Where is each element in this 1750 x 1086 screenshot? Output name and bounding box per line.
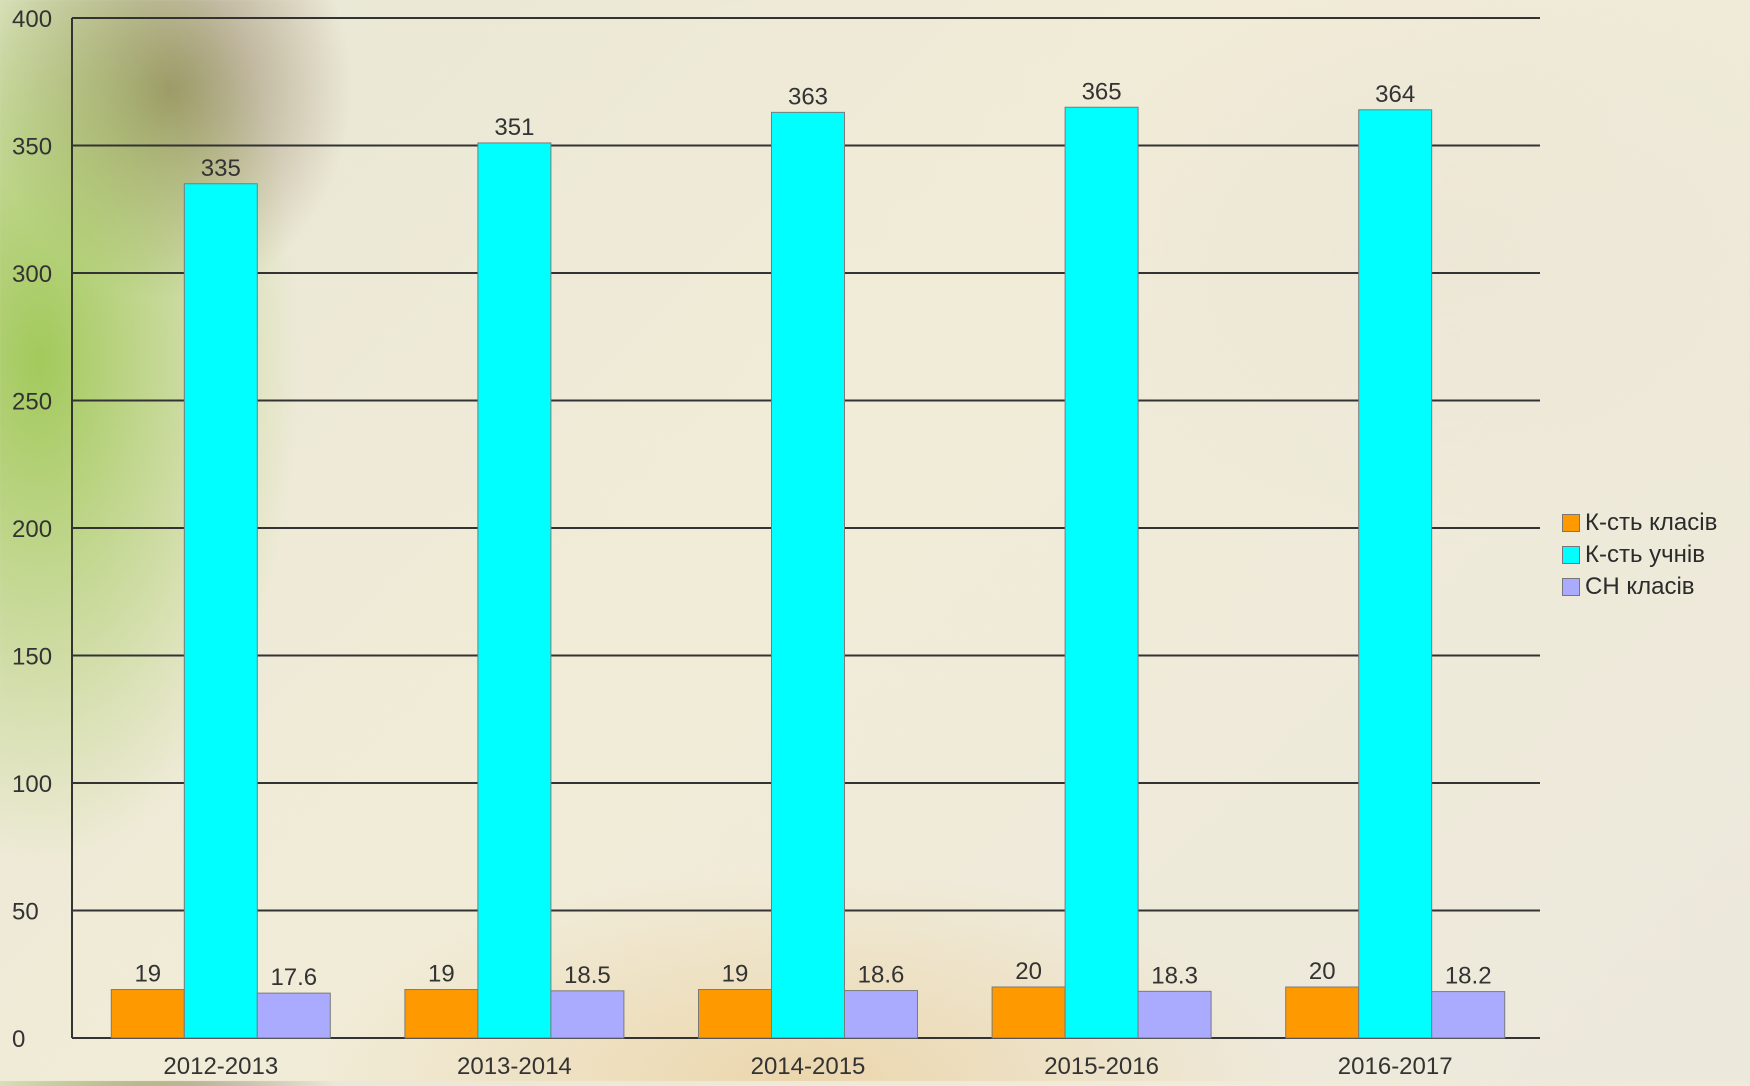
legend-label: К-сть учнів bbox=[1585, 541, 1705, 568]
data-label: 18.6 bbox=[858, 962, 905, 989]
data-label: 20 bbox=[1309, 958, 1336, 985]
legend-label: СН класів bbox=[1585, 573, 1695, 600]
bar bbox=[1137, 990, 1212, 1039]
bar bbox=[110, 989, 185, 1039]
legend-label: К-сть класів bbox=[1585, 509, 1718, 536]
bar bbox=[1285, 986, 1360, 1039]
y-axis-ticks: 0 50 100 150 200 250 300 350 400 bbox=[12, 6, 52, 1053]
data-label: 19 bbox=[134, 961, 161, 988]
legend-item: К-сть учнів bbox=[1562, 539, 1717, 571]
bar bbox=[404, 989, 479, 1039]
y-tick-label: 200 bbox=[12, 516, 52, 543]
data-label: 364 bbox=[1375, 81, 1415, 108]
y-tick-label: 400 bbox=[12, 6, 52, 33]
bar bbox=[256, 992, 331, 1039]
y-tick-label: 0 bbox=[12, 1026, 25, 1053]
bar bbox=[698, 989, 772, 1039]
legend-swatch bbox=[1562, 514, 1580, 532]
bar bbox=[550, 990, 625, 1039]
x-tick-label: 2014-2015 bbox=[751, 1053, 866, 1080]
x-axis-ticks: 2012-2013 2013-2014 2014-2015 2015-2016 2016… bbox=[163, 1053, 1452, 1080]
x-tick-label: 2016-2017 bbox=[1338, 1053, 1453, 1080]
x-tick-label: 2012-2013 bbox=[163, 1053, 278, 1080]
legend: К-сть класів К-сть учнів СН класів bbox=[1562, 507, 1717, 603]
bar bbox=[991, 986, 1066, 1039]
y-tick-label: 100 bbox=[12, 771, 52, 798]
legend-swatch bbox=[1562, 578, 1580, 596]
bar bbox=[771, 111, 845, 1039]
bar-layer bbox=[110, 106, 1506, 1039]
y-tick-label: 350 bbox=[12, 134, 52, 161]
x-tick-label: 2013-2014 bbox=[457, 1053, 572, 1080]
data-label: 351 bbox=[494, 114, 534, 141]
data-label: 20 bbox=[1015, 958, 1042, 985]
data-label: 18.2 bbox=[1445, 963, 1492, 990]
bar bbox=[1431, 991, 1506, 1039]
data-label: 18.5 bbox=[564, 962, 611, 989]
y-tick-label: 250 bbox=[12, 389, 52, 416]
data-label: 18.3 bbox=[1151, 962, 1198, 989]
bar bbox=[183, 183, 258, 1039]
data-label: 17.6 bbox=[270, 964, 317, 991]
y-tick-label: 50 bbox=[12, 899, 39, 926]
bar bbox=[844, 990, 918, 1039]
x-tick-label: 2015-2016 bbox=[1044, 1053, 1159, 1080]
legend-swatch bbox=[1562, 546, 1580, 564]
data-label-layer: 19 335 17.6 19 351 18.5 19 363 18.6 20 365 18.3 20 36… bbox=[134, 78, 1491, 991]
bar bbox=[477, 142, 552, 1039]
data-label: 365 bbox=[1082, 78, 1122, 105]
y-tick-label: 150 bbox=[12, 644, 52, 671]
legend-item: СН класів bbox=[1562, 571, 1717, 603]
bar bbox=[1064, 106, 1139, 1039]
data-label: 19 bbox=[428, 961, 455, 988]
data-label: 19 bbox=[722, 961, 749, 988]
data-label: 363 bbox=[788, 83, 828, 110]
legend-item: К-сть класів bbox=[1562, 507, 1717, 539]
y-tick-label: 300 bbox=[12, 261, 52, 288]
data-label: 335 bbox=[201, 155, 241, 182]
bar bbox=[1358, 109, 1433, 1039]
